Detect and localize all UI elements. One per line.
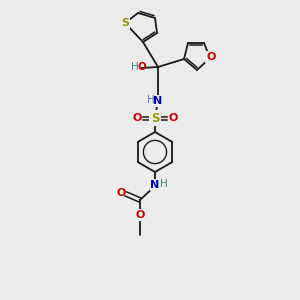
Text: N: N <box>150 180 160 190</box>
Text: S: S <box>151 112 159 124</box>
Text: S: S <box>121 18 129 28</box>
Text: O: O <box>138 62 146 72</box>
Text: O: O <box>168 113 178 123</box>
Text: N: N <box>153 96 163 106</box>
Text: H: H <box>147 95 155 105</box>
Text: H: H <box>160 179 168 189</box>
Text: O: O <box>132 113 142 123</box>
Text: O: O <box>116 188 126 198</box>
Text: O: O <box>135 210 145 220</box>
Text: O: O <box>206 52 216 62</box>
Text: H: H <box>131 62 139 72</box>
